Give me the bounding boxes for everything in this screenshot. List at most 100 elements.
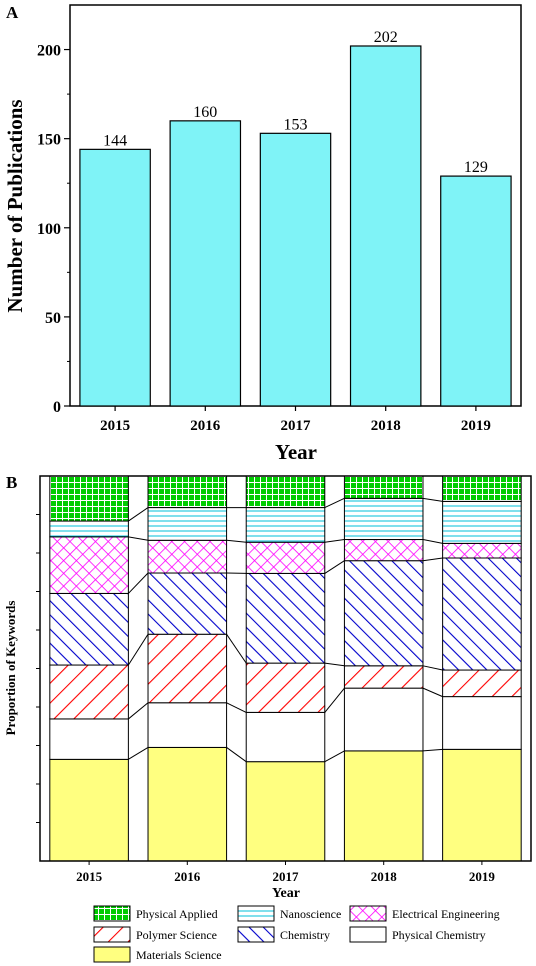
- legend-swatch-electrical-engineering: [349, 905, 387, 922]
- connector-line: [324, 539, 345, 543]
- segment-polymer-science-2018: [343, 665, 424, 689]
- legend-swatch-physical-applied: [93, 905, 131, 922]
- connector-line: [128, 507, 149, 522]
- segment-physical-applied-2017: [245, 475, 326, 509]
- segment-chemistry-2016: [147, 572, 228, 635]
- panel-b-legend: Physical Applied Nanoscience Electrical En…: [93, 905, 500, 963]
- segment-physical-chemistry-2015: [49, 718, 129, 760]
- connector-line: [324, 687, 345, 713]
- segment-polymer-science-2019: [442, 669, 522, 698]
- panel-a-letter: A: [6, 3, 19, 22]
- y-tick-label-100: 100: [37, 221, 61, 238]
- segment-materials-science-2019: [442, 748, 522, 862]
- connector-line: [422, 687, 443, 698]
- bar-2018: [349, 45, 422, 407]
- connector-line: [422, 539, 443, 544]
- segment-electrical-engineering-2017: [245, 541, 326, 574]
- segment-physical-applied-2015: [49, 475, 129, 522]
- x-tick-label-2018: 2018: [371, 418, 401, 434]
- legend-label-materials-science: Materials Science: [136, 948, 222, 962]
- segment-nanoscience-2018: [343, 497, 424, 541]
- bar-value-label-2016: 160: [193, 104, 217, 121]
- legend-swatch-materials-science: [93, 946, 131, 963]
- legend-label-chemistry: Chemistry: [280, 928, 330, 942]
- connector-line: [226, 747, 247, 763]
- legend-swatch-physical-chemistry: [349, 926, 387, 943]
- legend-swatch-chemistry: [237, 926, 275, 943]
- segment-physical-chemistry-2016: [147, 702, 228, 748]
- segment-chemistry-2015: [49, 592, 129, 666]
- segment-polymer-science-2016: [147, 633, 228, 704]
- segment-physical-applied-2019: [442, 475, 522, 502]
- connector-line: [422, 665, 443, 671]
- segment-physical-chemistry-2018: [343, 687, 424, 752]
- segment-nanoscience-2016: [147, 507, 228, 541]
- x-tick-label-2016: 2016: [174, 869, 201, 884]
- segment-materials-science-2017: [245, 761, 326, 862]
- segment-materials-science-2016: [147, 746, 228, 862]
- segment-physical-applied-2016: [147, 475, 228, 509]
- panel-b-y-axis-title: Proportion of Keywords: [3, 601, 18, 736]
- connector-line: [324, 662, 345, 667]
- bar-2016: [169, 120, 242, 407]
- bar-value-label-2019: 129: [464, 159, 488, 176]
- x-tick-label-2016: 2016: [190, 418, 221, 434]
- connector-line: [127, 633, 149, 666]
- connector-line: [422, 557, 443, 562]
- segment-electrical-engineering-2015: [49, 536, 129, 594]
- bar-value-label-2017: 153: [284, 116, 308, 133]
- connector-line: [324, 497, 345, 509]
- connector-line: [226, 702, 247, 713]
- y-tick-label-200: 200: [37, 43, 61, 60]
- segment-electrical-engineering-2019: [442, 542, 522, 559]
- legend-label-electrical-engineering: Electrical Engineering: [392, 907, 500, 921]
- panel-a-y-axis-title: Number of Publications: [3, 99, 27, 312]
- segment-electrical-engineering-2018: [343, 539, 424, 562]
- segment-polymer-science-2017: [245, 662, 326, 713]
- x-tick-label-2017: 2017: [281, 418, 312, 434]
- connector-line: [128, 746, 149, 760]
- panel-a-bar-chart: A 144 160 153 202 129 2015 2016 2017 2018 2019 0 5…: [3, 3, 522, 464]
- connector-line: [324, 560, 345, 574]
- panel-b-x-axis-title: Year: [272, 886, 300, 901]
- segment-nanoscience-2019: [442, 500, 522, 544]
- y-tick-label-50: 50: [45, 310, 61, 327]
- connector-line: [226, 539, 247, 543]
- segment-chemistry-2017: [245, 572, 326, 664]
- legend-swatch-nanoscience: [237, 905, 275, 922]
- bar-2015: [79, 148, 151, 407]
- y-tick-label-150: 150: [37, 132, 61, 149]
- bar-2017: [259, 132, 332, 407]
- connector-line: [226, 633, 247, 664]
- bar-value-label-2018: 202: [374, 29, 398, 46]
- legend-label-physical-applied: Physical Applied: [136, 907, 218, 921]
- panel-b-letter: B: [6, 473, 17, 492]
- connector-line: [422, 497, 443, 502]
- panel-a-x-axis-title: Year: [275, 440, 317, 464]
- segment-nanoscience-2015: [49, 520, 129, 538]
- segment-physical-chemistry-2017: [245, 711, 326, 763]
- connector-line: [128, 536, 149, 541]
- connector-line: [128, 702, 149, 720]
- segment-materials-science-2015: [49, 758, 129, 862]
- legend-label-physical-chemistry: Physical Chemistry: [392, 928, 486, 942]
- bar-value-label-2015: 144: [103, 132, 127, 149]
- legend-label-nanoscience: Nanoscience: [280, 907, 341, 921]
- segment-physical-applied-2018: [343, 475, 424, 499]
- segment-nanoscience-2017: [245, 507, 326, 543]
- x-tick-label-2019: 2019: [461, 418, 491, 434]
- x-tick-label-2018: 2018: [371, 869, 398, 884]
- segment-physical-chemistry-2019: [442, 696, 522, 750]
- bar-2019: [440, 175, 512, 407]
- segment-electrical-engineering-2016: [147, 539, 228, 574]
- connector-line: [324, 750, 345, 763]
- legend-label-polymer-science: Polymer Science: [136, 928, 217, 942]
- x-tick-label-2017: 2017: [273, 869, 300, 884]
- connector-line: [422, 748, 443, 752]
- segment-chemistry-2018: [343, 560, 424, 667]
- x-tick-label-2015: 2015: [76, 869, 103, 884]
- y-tick-label-0: 0: [53, 399, 61, 416]
- segment-chemistry-2019: [442, 557, 522, 671]
- x-tick-label-2019: 2019: [469, 869, 496, 884]
